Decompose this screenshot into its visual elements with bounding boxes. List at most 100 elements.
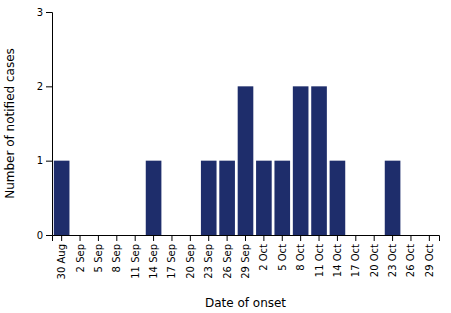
tick: 8 Oct [295, 235, 306, 271]
tick-mark [46, 161, 52, 162]
tick-mark [319, 235, 320, 241]
tick-mark [208, 235, 209, 241]
tick-label: 23 Oct [387, 244, 398, 277]
tick-label: 1 [37, 155, 43, 166]
tick-label: 14 Oct [332, 244, 343, 277]
tick: 5 Oct [277, 235, 288, 271]
bar [72, 235, 88, 236]
bar [183, 235, 199, 236]
bar [293, 86, 309, 235]
tick-mark [153, 235, 154, 241]
tick-label: 14 Sep [148, 244, 159, 279]
tick-label: 2 Sep [75, 244, 86, 272]
tick-label: 20 Oct [369, 244, 380, 277]
tick-label: 11 Sep [130, 244, 141, 279]
tick-label: 5 Sep [93, 244, 104, 272]
tick: 5 Sep [93, 235, 104, 272]
axis-line [46, 13, 53, 236]
tick-mark [282, 235, 283, 241]
tick-mark [98, 235, 99, 241]
tick-mark [263, 235, 264, 241]
tick: 20 Sep [185, 235, 196, 279]
bar [256, 161, 272, 235]
tick-label: 2 Oct [258, 244, 269, 271]
tick: 26 Sep [222, 235, 233, 279]
tick: 30 Aug [56, 235, 67, 279]
tick-mark [80, 235, 81, 241]
y-axis: 0 1 2 3 [37, 7, 53, 241]
tick: 26 Oct [405, 235, 416, 277]
tick-label: 29 Sep [240, 244, 251, 279]
bar [201, 161, 217, 235]
tick: 2 [37, 81, 52, 92]
y-axis-title: Number of notified cases [3, 48, 17, 199]
bar [403, 235, 419, 236]
tick-label: 29 Oct [424, 244, 435, 277]
bar [311, 86, 327, 235]
bar [238, 86, 254, 235]
bar [385, 161, 401, 235]
tick-mark [392, 235, 393, 241]
tick-label: 2 [37, 81, 43, 92]
bar [330, 161, 346, 235]
tick-mark [171, 235, 172, 241]
tick: 17 Sep [166, 235, 177, 279]
tick-mark [337, 235, 338, 241]
bar [422, 235, 438, 236]
tick: 14 Sep [148, 235, 159, 279]
tick-label: 0 [37, 230, 43, 241]
tick-mark [135, 235, 136, 241]
chart: 30 Aug 2 Sep 5 Sep 8 Sep 11 Sep 14 Sep 17 Sep 2… [0, 0, 451, 313]
tick: 17 Oct [350, 235, 361, 277]
bar [366, 235, 382, 236]
tick-mark [410, 235, 411, 241]
tick: 14 Oct [332, 235, 343, 277]
tick-label: 26 Sep [222, 244, 233, 279]
x-axis: 30 Aug 2 Sep 5 Sep 8 Sep 11 Sep 14 Sep 17 Sep 2… [53, 235, 440, 279]
axis-line [53, 236, 440, 242]
bar [91, 235, 107, 236]
tick-label: 30 Aug [56, 244, 67, 279]
bar [219, 161, 235, 235]
tick-label: 11 Oct [314, 244, 325, 277]
tick: 11 Oct [314, 235, 325, 277]
tick-mark [374, 235, 375, 241]
bar [348, 235, 364, 236]
tick-mark [190, 235, 191, 241]
x-axis-title: Date of onset [205, 296, 286, 310]
tick: 3 [37, 7, 52, 18]
bar [109, 235, 125, 236]
bar [146, 161, 162, 235]
tick-label: 20 Sep [185, 244, 196, 279]
tick: 2 Oct [258, 235, 269, 271]
tick-mark [227, 235, 228, 241]
tick-mark [116, 235, 117, 241]
tick-label: 23 Sep [203, 244, 214, 279]
tick-label: 3 [37, 7, 43, 18]
tick-label: 5 Oct [277, 244, 288, 271]
bars [54, 86, 401, 235]
tick-mark [46, 235, 52, 236]
tick: 0 [37, 230, 52, 241]
tick-label: 26 Oct [405, 244, 416, 277]
tick-mark [300, 235, 301, 241]
bar [54, 161, 70, 235]
tick-label: 8 Oct [295, 244, 306, 271]
tick-mark [245, 235, 246, 241]
tick-mark [46, 12, 52, 13]
tick: 29 Sep [240, 235, 251, 279]
bar [164, 235, 180, 236]
tick-mark [355, 235, 356, 241]
tick: 23 Sep [203, 235, 214, 279]
tick: 8 Sep [111, 235, 122, 272]
bar [274, 161, 290, 235]
tick: 29 Oct [424, 235, 435, 277]
tick-mark [429, 235, 430, 241]
tick-label: 8 Sep [111, 244, 122, 272]
tick-label: 17 Oct [350, 244, 361, 277]
tick-mark [46, 86, 52, 87]
bar [127, 235, 143, 236]
tick-label: 17 Sep [166, 244, 177, 279]
tick: 20 Oct [369, 235, 380, 277]
tick: 1 [37, 155, 52, 166]
